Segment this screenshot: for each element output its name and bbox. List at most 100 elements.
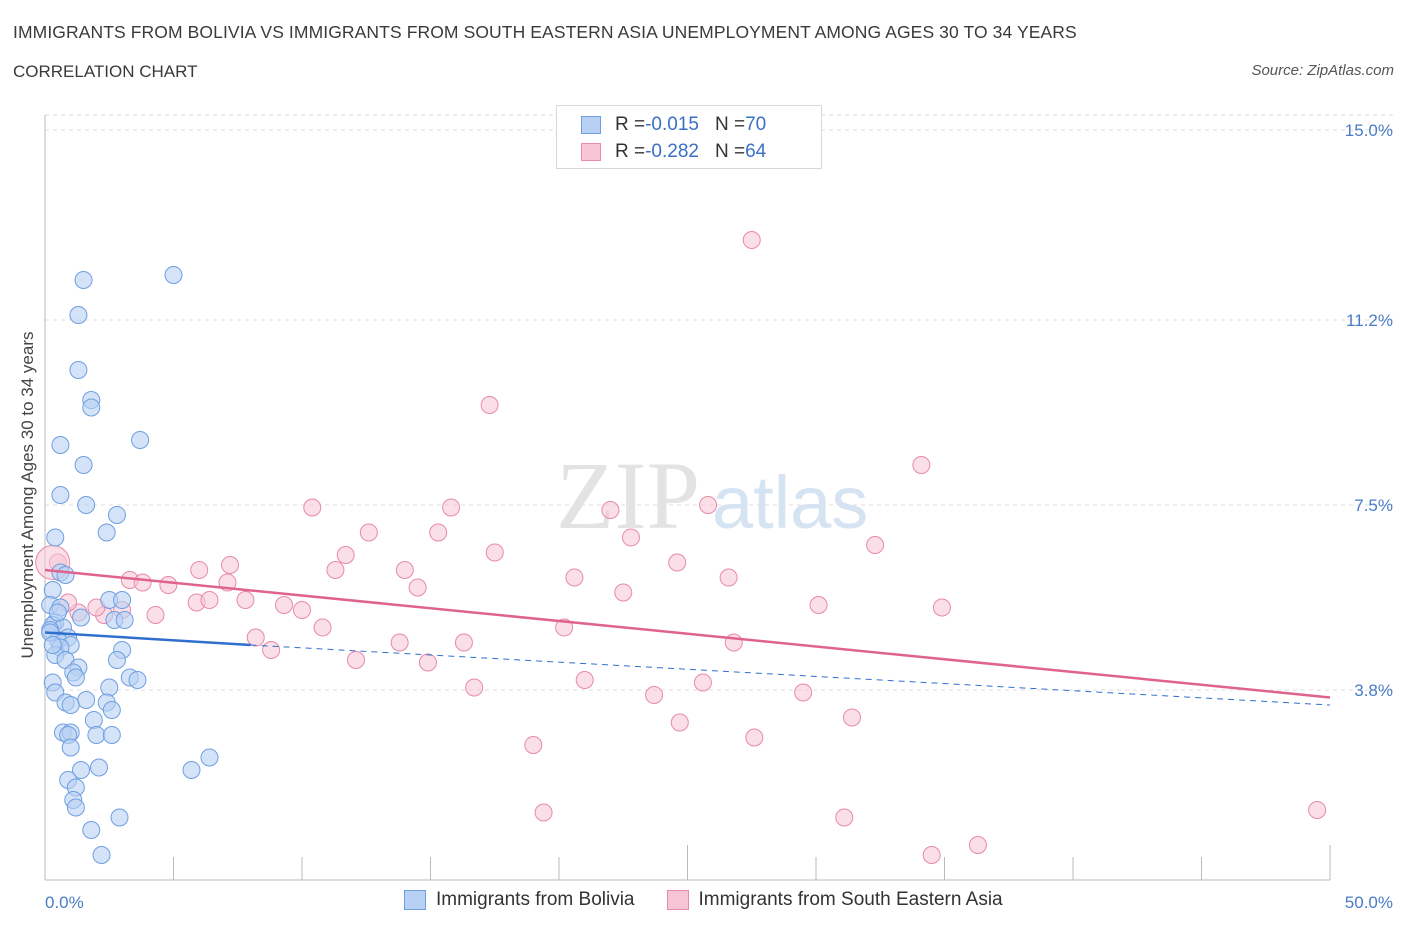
bolivia-point — [66, 668, 85, 687]
bolivia-point — [115, 611, 134, 629]
bolivia-point — [48, 603, 67, 622]
sea-point — [912, 456, 931, 474]
bolivia-point — [200, 748, 219, 767]
sea-point — [534, 803, 553, 822]
sea-point — [932, 598, 951, 617]
bolivia-point — [51, 436, 70, 454]
bolivia-point — [87, 726, 106, 744]
sea-point — [968, 836, 987, 854]
legend-n-label: N = — [714, 114, 746, 135]
bolivia-point — [102, 701, 121, 719]
series-legend: Immigrants from Bolivia Immigrants from … — [404, 889, 1035, 911]
sea-point — [922, 846, 941, 864]
bolivia-point — [82, 821, 101, 839]
bolivia-point — [89, 758, 108, 777]
legend-item-bolivia[interactable]: Immigrants from Bolivia — [404, 889, 635, 911]
sea-point — [454, 633, 473, 652]
bolivia-point — [43, 581, 62, 599]
bolivia-point — [69, 361, 88, 379]
y-tick-label: 15.0% — [1345, 121, 1393, 140]
x-tick-label: 0.0% — [45, 893, 84, 912]
sea-point — [275, 596, 294, 614]
legend-swatch-sea — [581, 143, 601, 161]
axis-labels: 3.8% 7.5% 11.2% 15.0% 0.0% 50.0% Unemployment … — [18, 121, 1393, 912]
legend-label-bolivia: Immigrants from Bolivia — [436, 889, 635, 910]
bolivia-point — [69, 306, 88, 324]
sea-point — [133, 573, 152, 592]
bolivia-trend-extension — [250, 644, 1331, 706]
sea-point — [390, 633, 409, 652]
axis-layer — [44, 115, 1331, 881]
legend-item-sea[interactable]: Immigrants from South Eastern Asia — [666, 889, 1003, 911]
legend-swatch-sea — [666, 890, 689, 910]
sea-point — [693, 673, 712, 692]
y-axis-title: Unemployment Among Ages 30 to 34 years — [18, 332, 37, 659]
sea-point — [842, 708, 861, 727]
sea-point — [719, 568, 738, 587]
sea-point — [621, 528, 640, 547]
bolivia-point — [61, 738, 80, 757]
legend-swatch-bolivia — [581, 116, 601, 134]
sea-point — [745, 728, 764, 747]
legend-r-label: R = — [615, 141, 646, 162]
bolivia-point — [113, 591, 132, 609]
sea-point — [614, 583, 633, 602]
bolivia-point — [56, 566, 75, 584]
bolivia-point — [84, 711, 103, 729]
bolivia-point — [107, 506, 126, 524]
chart-subtitle: CORRELATION CHART — [13, 62, 198, 81]
bolivia-point — [100, 678, 119, 697]
legend-label-sea: Immigrants from South Eastern Asia — [698, 889, 1003, 910]
sea-point — [200, 591, 219, 609]
sea-point — [480, 396, 499, 414]
legend-r-label: R = — [615, 114, 646, 135]
y-tick-label: 11.2% — [1346, 311, 1393, 330]
bolivia-point — [131, 431, 150, 449]
sea-point — [524, 736, 543, 754]
bolivia-point — [102, 726, 121, 744]
legend-r-value: -0.015 — [645, 114, 699, 135]
legend-n-label: N = — [714, 141, 746, 162]
sea-point — [236, 591, 255, 609]
sea-point — [313, 618, 332, 637]
sea-point — [326, 561, 345, 579]
sea-point — [293, 601, 311, 619]
bolivia-point — [77, 496, 96, 514]
bolivia-point — [43, 636, 62, 654]
sea-point — [645, 686, 664, 704]
sea-point — [555, 618, 574, 637]
watermark-atlas: atlas — [712, 461, 868, 544]
sea-point — [429, 523, 448, 542]
sea-point — [670, 713, 689, 732]
sea-point — [303, 498, 322, 517]
series-bolivia-points — [41, 266, 219, 864]
legend-row-bolivia: R = -0.015 N = 70 — [581, 113, 766, 137]
sea-point — [668, 553, 687, 572]
sea-point — [835, 808, 854, 827]
sea-point — [418, 653, 437, 672]
sea-point — [359, 523, 378, 542]
sea-point — [485, 543, 504, 562]
bolivia-point — [71, 608, 90, 627]
legend-swatch-bolivia — [404, 890, 426, 910]
bolivia-point — [107, 651, 126, 669]
bolivia-point — [71, 761, 90, 779]
trend-lines — [44, 568, 1331, 706]
bolivia-point — [92, 846, 111, 864]
sea-point — [395, 561, 414, 579]
source-label: Source: ZipAtlas.com — [1251, 62, 1394, 79]
legend-n-value: 70 — [745, 114, 767, 135]
sea-point — [246, 628, 265, 647]
sea-point — [159, 576, 178, 594]
bolivia-point — [46, 528, 65, 547]
y-tick-label: 3.8% — [1354, 681, 1393, 700]
sea-point — [190, 561, 209, 579]
sea-point — [565, 568, 584, 587]
sea-point — [794, 683, 813, 702]
sea-point — [336, 546, 355, 564]
sea-point — [146, 606, 165, 624]
watermark: ZIP atlas — [556, 442, 868, 549]
bolivia-point — [110, 808, 129, 827]
bolivia-point — [128, 671, 147, 689]
